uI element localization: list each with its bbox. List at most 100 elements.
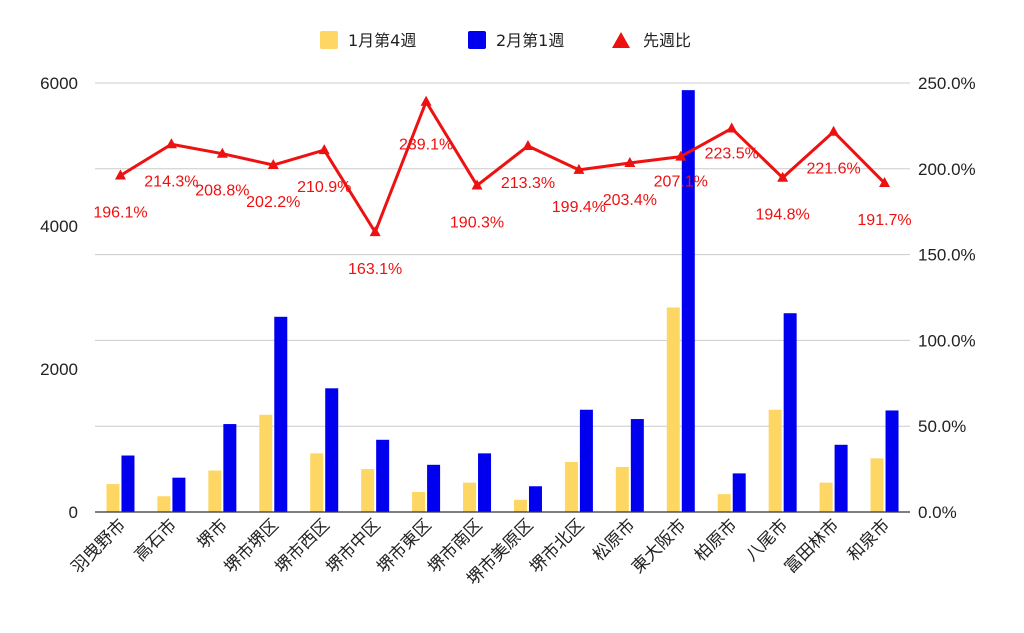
- right-axis-tick-label: 250.0%: [918, 74, 976, 93]
- bar-2gatsu-dai1shu: [223, 424, 237, 512]
- ratio-data-label: 221.6%: [806, 161, 860, 178]
- ratio-point: [777, 171, 789, 182]
- ratio-data-label: 223.5%: [705, 145, 759, 162]
- legend-label-2gatsu-dai1shu: 2月第1週: [496, 31, 564, 50]
- ratio-point: [318, 144, 330, 155]
- category-label: 八尾市: [742, 515, 792, 565]
- category-label: 柏原市: [691, 515, 741, 565]
- ratio-data-label: 199.4%: [552, 199, 606, 216]
- ratio-point: [471, 179, 483, 190]
- ratio-point: [165, 138, 177, 149]
- bar-1gatsu-dai4shu: [208, 470, 222, 512]
- legend-swatch-senshuhi: [612, 32, 630, 48]
- ratio-data-label: 213.3%: [501, 175, 555, 192]
- bar-1gatsu-dai4shu: [412, 491, 426, 512]
- category-label: 堺市西区: [272, 515, 334, 577]
- right-axis-ticks: 0.0% 50.0% 100.0% 150.0% 200.0% 250.0%: [918, 74, 976, 522]
- ratio-point: [267, 159, 279, 170]
- left-axis-tick-label: 4000: [40, 217, 78, 236]
- ratio-point: [879, 177, 891, 188]
- category-label: 堺市北区: [526, 515, 588, 577]
- bar-2gatsu-dai1shu: [579, 409, 593, 512]
- ratio-point: [114, 169, 126, 180]
- legend-swatch-1gatsu-dai4shu: [320, 31, 338, 49]
- ratio-data-label: 194.8%: [756, 207, 810, 224]
- bar-2gatsu-dai1shu: [376, 439, 390, 512]
- bar-2gatsu-dai1shu: [732, 473, 746, 512]
- ratio-data-label: 214.3%: [144, 173, 198, 190]
- bar-2gatsu-dai1shu: [121, 455, 135, 512]
- bar-2gatsu-dai1shu: [325, 388, 339, 512]
- bar-1gatsu-dai4shu: [870, 458, 884, 512]
- category-label: 堺市東区: [373, 515, 435, 577]
- ratio-point: [828, 125, 840, 136]
- category-label: 堺市堺区: [221, 515, 283, 577]
- bar-2gatsu-dai1shu: [274, 316, 288, 512]
- category-label: 松原市: [589, 515, 639, 565]
- right-axis-tick-label: 200.0%: [918, 160, 976, 179]
- bar-1gatsu-dai4shu: [615, 466, 629, 512]
- bar-2gatsu-dai1shu: [427, 464, 441, 512]
- ratio-point: [420, 95, 432, 106]
- category-label: 富田林市: [781, 515, 843, 577]
- ratio-point: [573, 163, 585, 174]
- legend-label-senshuhi: 先週比: [643, 31, 691, 50]
- ratio-data-label: 239.1%: [399, 137, 453, 154]
- ratio-data-label: 191.7%: [857, 212, 911, 229]
- right-axis-tick-label: 0.0%: [918, 503, 957, 522]
- legend-label-1gatsu-dai4shu: 1月第4週: [348, 31, 416, 50]
- category-label: 和泉市: [844, 515, 894, 565]
- bars: [106, 90, 899, 513]
- bar-2gatsu-dai1shu: [681, 90, 695, 513]
- bar-1gatsu-dai4shu: [819, 482, 833, 512]
- bar-2gatsu-dai1shu: [630, 419, 644, 512]
- ratio-point: [369, 226, 381, 237]
- right-axis-tick-label: 150.0%: [918, 246, 976, 265]
- bar-2gatsu-dai1shu: [885, 410, 899, 512]
- bar-1gatsu-dai4shu: [768, 409, 782, 512]
- bar-2gatsu-dai1shu: [783, 313, 797, 512]
- right-axis-tick-label: 50.0%: [918, 417, 966, 436]
- bar-2gatsu-dai1shu: [478, 453, 492, 512]
- ratio-point: [522, 139, 534, 150]
- bar-1gatsu-dai4shu: [310, 453, 324, 512]
- legend-swatch-2gatsu-dai1shu: [468, 31, 486, 49]
- category-label: 東大阪市: [628, 515, 690, 577]
- bar-1gatsu-dai4shu: [717, 494, 731, 512]
- ratio-data-label: 190.3%: [450, 214, 504, 231]
- ratio-data-label: 163.1%: [348, 261, 402, 278]
- bar-1gatsu-dai4shu: [463, 482, 477, 512]
- bar-2gatsu-dai1shu: [528, 486, 542, 512]
- ratio-data-label: 210.9%: [297, 179, 351, 196]
- ratio-point: [216, 147, 228, 158]
- category-label: 堺市: [194, 515, 232, 553]
- left-axis-tick-label: 6000: [40, 74, 78, 93]
- bar-2gatsu-dai1shu: [834, 444, 848, 512]
- ratio-data-label: 202.2%: [246, 194, 300, 211]
- left-axis-tick-label: 2000: [40, 360, 78, 379]
- ratio-polyline: [119, 100, 886, 234]
- bar-1gatsu-dai4shu: [513, 499, 527, 512]
- left-axis-ticks: 0 2000 4000 6000: [40, 74, 78, 522]
- bar-1gatsu-dai4shu: [106, 484, 120, 512]
- category-label: 堺市中区: [322, 515, 384, 577]
- ratio-data-label: 208.8%: [195, 183, 249, 200]
- ratio-point: [726, 122, 738, 133]
- ratio-data-label: 203.4%: [603, 192, 657, 209]
- ratio-point: [675, 150, 687, 161]
- ratio-data-label: 196.1%: [93, 204, 147, 221]
- bar-2gatsu-dai1shu: [172, 477, 186, 512]
- legend: 1月第4週 2月第1週 先週比: [320, 31, 691, 50]
- category-label: 羽曳野市: [68, 515, 130, 577]
- ratio-point: [624, 156, 636, 167]
- ratio-line: 196.1% 214.3%208.8%202.2%210.9% 163.1% 239.…: [93, 95, 912, 278]
- bar-1gatsu-dai4shu: [259, 414, 273, 512]
- bar-1gatsu-dai4shu: [564, 461, 578, 512]
- left-axis-tick-label: 0: [69, 503, 78, 522]
- ratio-data-label: 207.1%: [654, 174, 708, 191]
- bar-1gatsu-dai4shu: [157, 496, 171, 512]
- bar-1gatsu-dai4shu: [361, 469, 375, 512]
- category-label: 高石市: [131, 515, 181, 565]
